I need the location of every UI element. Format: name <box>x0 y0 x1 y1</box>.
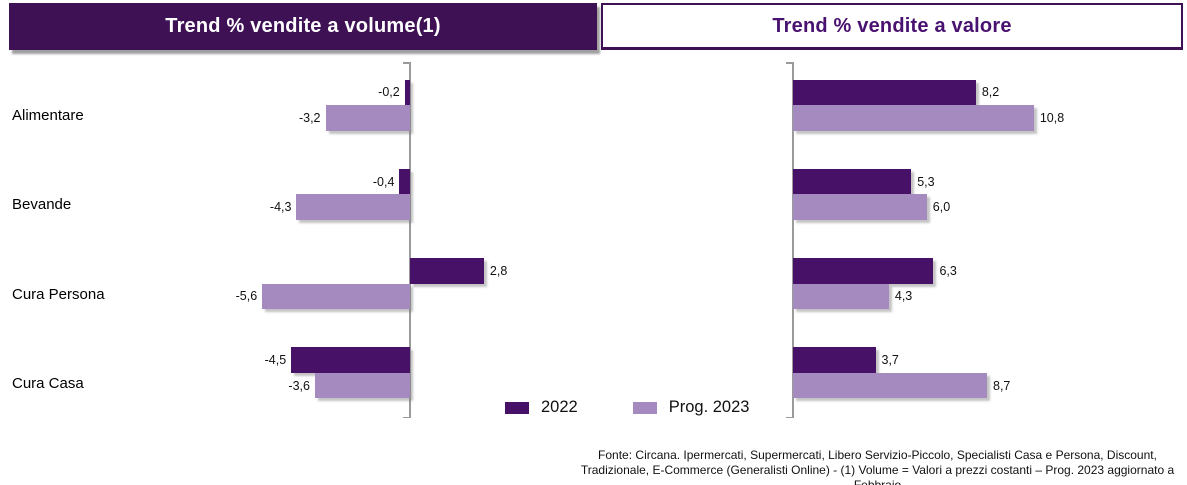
bar-2022 <box>793 347 876 373</box>
bar-value-label: 10,8 <box>1039 110 1065 125</box>
category-label: Cura Persona <box>12 285 105 303</box>
legend-swatch <box>505 401 529 414</box>
bar-prog-2023 <box>314 372 410 399</box>
axis-tick-top <box>786 62 793 64</box>
left-panel-title: Trend % vendite a volume(1) <box>9 3 597 50</box>
bar-prog-2023 <box>325 105 410 131</box>
right-panel-title: Trend % vendite a valore <box>601 3 1183 50</box>
axis-tick-bottom <box>403 416 410 418</box>
source-footnote: Fonte: Circana. Ipermercati, Supermercat… <box>580 448 1175 485</box>
category-label: Bevande <box>12 196 72 214</box>
bar-value-label: -3,2 <box>298 110 321 125</box>
value-axis-line <box>792 62 794 418</box>
legend-swatch <box>632 401 657 414</box>
legend-label: 2022 <box>541 398 578 416</box>
bar-2022 <box>793 168 912 195</box>
bar-value-label: 8,7 <box>993 378 1011 393</box>
bar-value-label: -4,3 <box>269 200 292 215</box>
bar-prog-2023 <box>793 372 987 399</box>
bar-value-label: -4,5 <box>264 353 287 368</box>
bar-value-label: 6,0 <box>932 200 951 215</box>
axis-tick-bottom <box>786 416 793 418</box>
bar-value-label: -0,4 <box>372 174 395 189</box>
bar-prog-2023 <box>296 194 410 220</box>
chart-legend: 2022 Prog. 2023 <box>505 398 749 417</box>
bar-value-label: 8,2 <box>981 85 1000 100</box>
category-label: Alimentare <box>12 107 84 124</box>
bar-2022 <box>410 258 484 284</box>
bar-prog-2023 <box>793 194 927 220</box>
bar-value-label: 3,7 <box>881 353 899 368</box>
bar-value-label: -0,2 <box>378 85 400 100</box>
bar-value-label: 6,3 <box>939 263 957 278</box>
bar-prog-2023 <box>793 283 889 310</box>
category-label: Cura Casa <box>12 374 84 392</box>
bar-value-label: -3,6 <box>288 378 310 393</box>
legend-label: Prog. 2023 <box>668 398 750 416</box>
legend-item: 2022 <box>505 398 578 417</box>
bar-2022 <box>291 347 410 373</box>
bar-value-label: 2,8 <box>489 263 508 278</box>
bar-2022 <box>404 79 410 105</box>
bar-2022 <box>399 168 410 195</box>
bar-value-label: 5,3 <box>917 174 935 189</box>
axis-tick-top <box>403 62 410 64</box>
bar-value-label: 4,3 <box>894 289 913 304</box>
legend-item: Prog. 2023 <box>632 398 750 417</box>
bar-prog-2023 <box>262 283 410 310</box>
value-axis-line <box>409 62 411 418</box>
bar-prog-2023 <box>793 105 1034 131</box>
bar-2022 <box>793 258 934 284</box>
bar-value-label: -5,6 <box>235 289 258 304</box>
bar-2022 <box>793 79 976 105</box>
